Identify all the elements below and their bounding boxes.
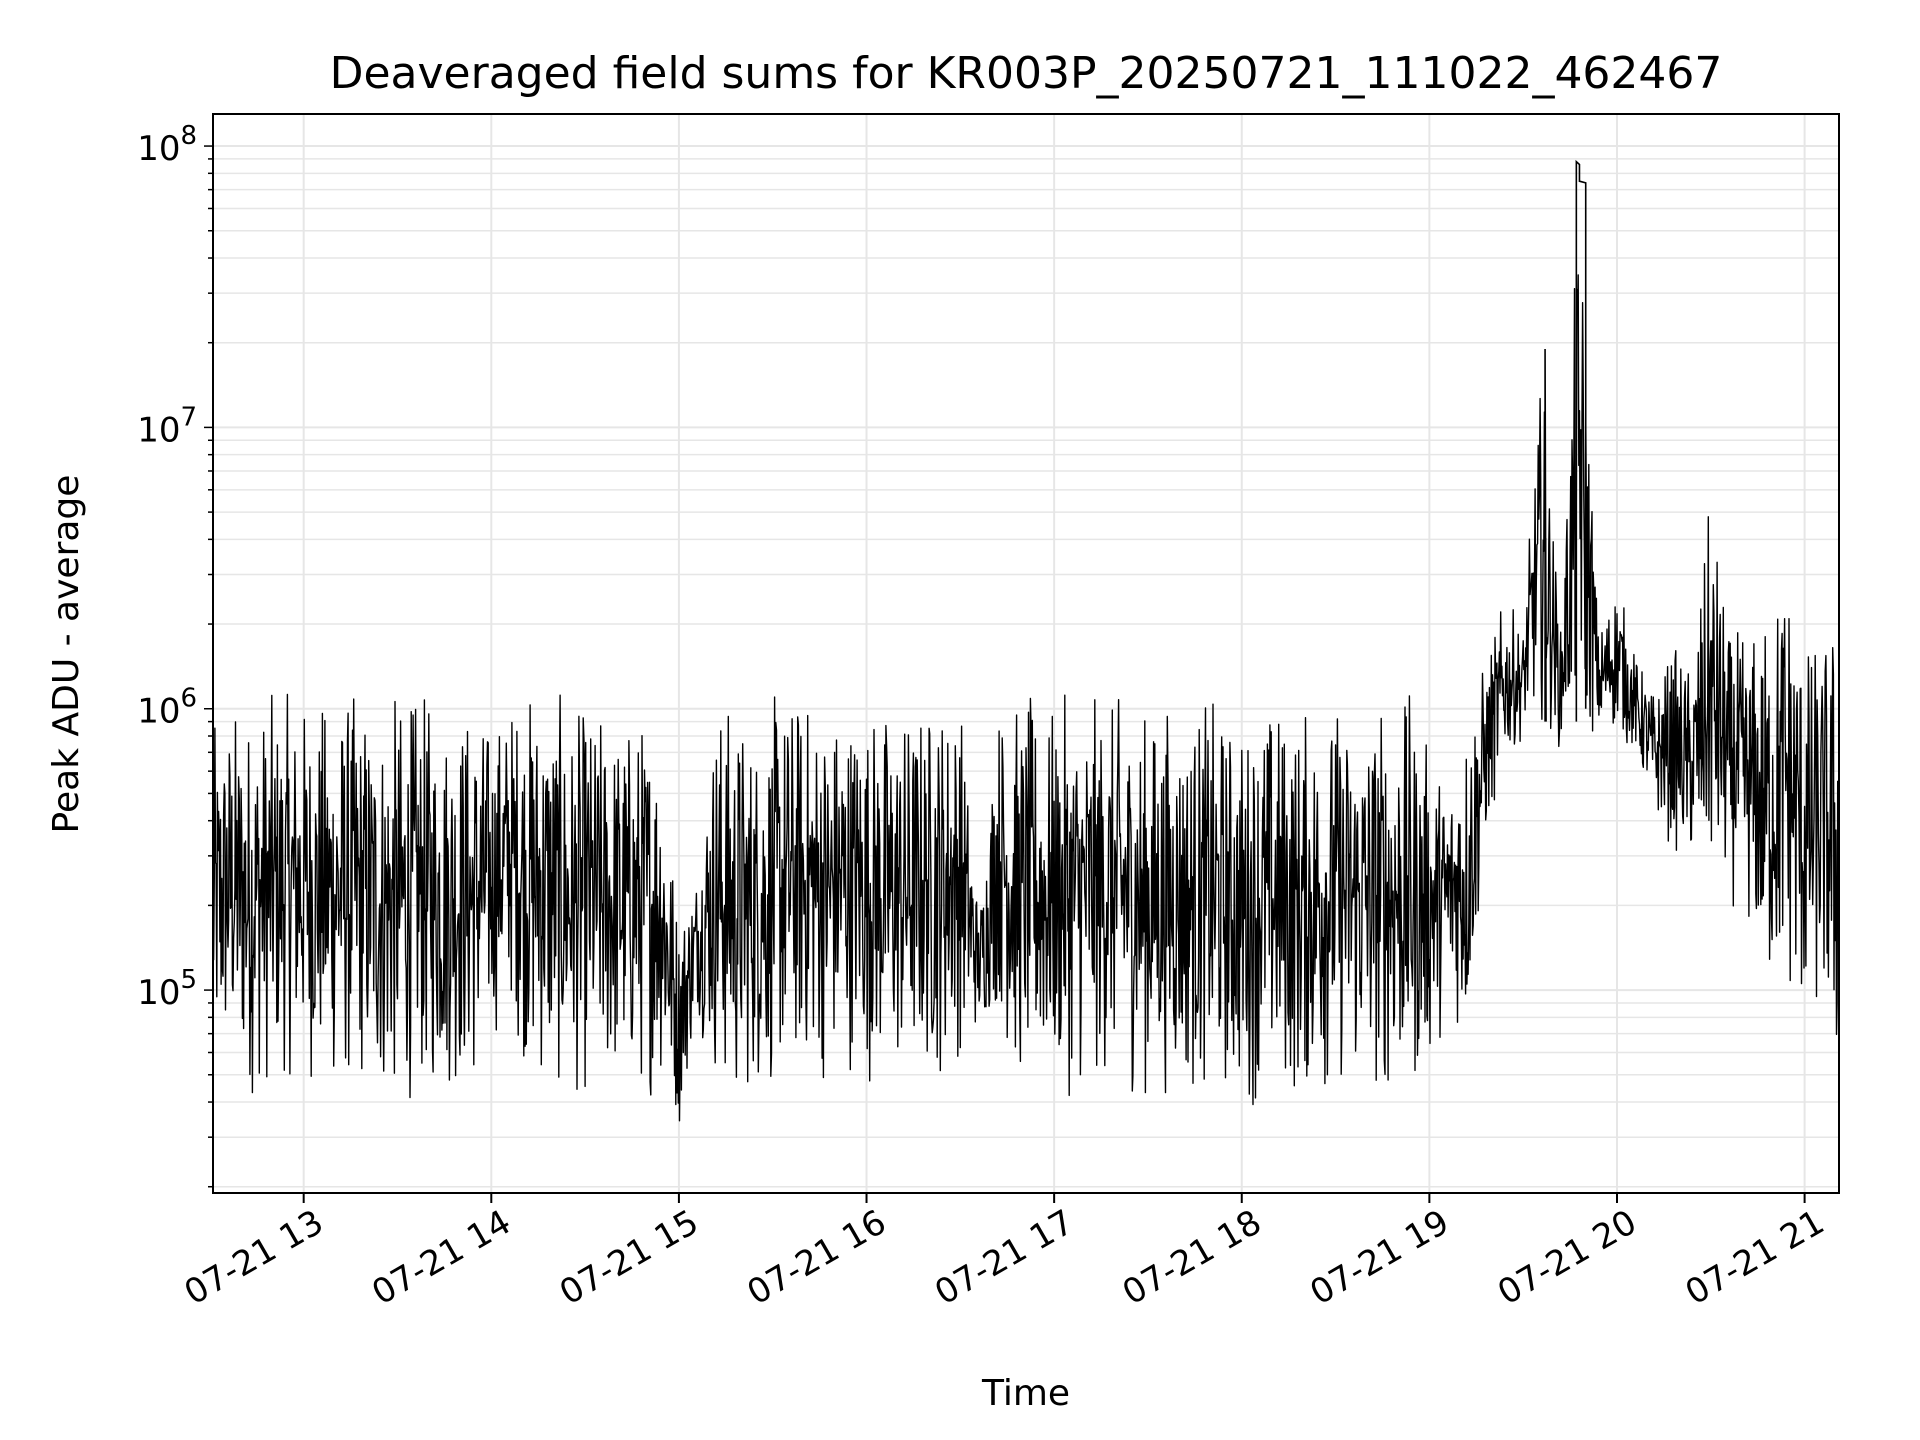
y-tick-label: 108 [137,121,197,169]
series-line [212,274,1840,1122]
series-plateau [1575,159,1587,722]
y-axis: 105 106 107 108 [137,121,213,1188]
x-axis-label: Time [981,1373,1070,1414]
y-tick-label: 106 [137,684,197,732]
y-axis-label: Peak ADU - average [46,475,87,834]
plot-frame [212,113,1840,1194]
chart-title: Deaveraged field sums for KR003P_2025072… [330,48,1723,99]
series-spike [1544,348,1547,722]
plot-line [212,159,1840,1122]
y-tick-label: 107 [137,402,197,450]
y-tick-label: 105 [137,965,197,1013]
